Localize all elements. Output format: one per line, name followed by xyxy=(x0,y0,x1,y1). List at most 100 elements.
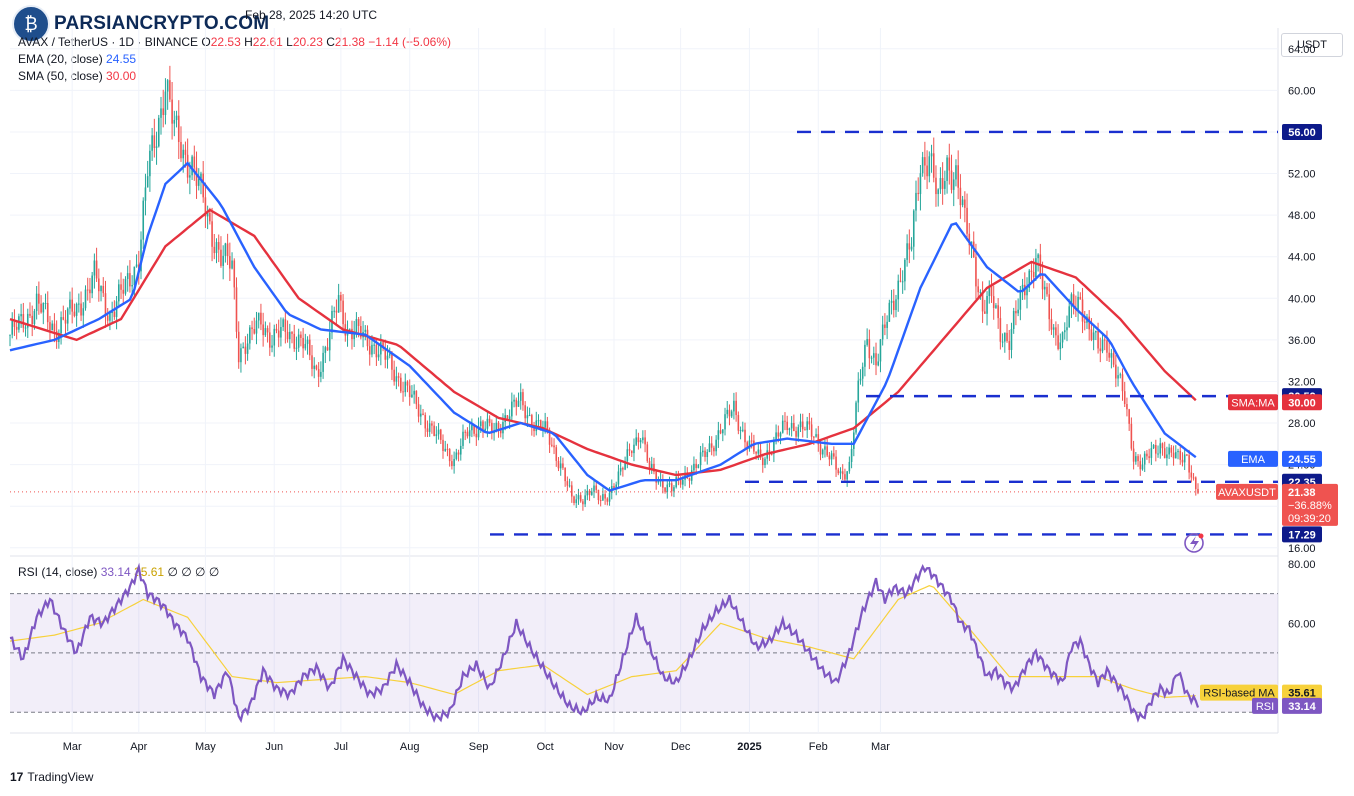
candle-body xyxy=(835,456,837,470)
candle-body xyxy=(408,385,411,398)
time-tick-label: Sep xyxy=(469,741,489,753)
candle-body xyxy=(655,471,657,483)
candle-body xyxy=(275,328,278,331)
candle-body xyxy=(764,458,766,466)
candle-body xyxy=(670,483,673,492)
candle-body xyxy=(564,467,566,482)
candle-body xyxy=(531,415,533,428)
candle-body xyxy=(111,311,113,313)
candle-body xyxy=(1177,450,1179,453)
candle-body xyxy=(633,444,635,454)
candle-body xyxy=(977,286,979,293)
symbol-label[interactable]: AVAX / TetherUS · 1D · BINANCE xyxy=(18,35,199,49)
candle-body xyxy=(746,442,749,450)
candle-body xyxy=(342,300,344,325)
candle-body xyxy=(544,421,546,428)
candle-body xyxy=(568,485,571,487)
candle-body xyxy=(679,478,682,485)
candle-body xyxy=(853,432,855,449)
candle-body xyxy=(695,463,697,469)
candle-body xyxy=(237,331,240,363)
candle-body xyxy=(13,320,16,327)
candle-body xyxy=(315,365,318,370)
candle-body xyxy=(337,295,340,313)
candle-body xyxy=(1163,448,1166,459)
rsi-tag-value: 35.61 xyxy=(1288,688,1316,700)
candle-body xyxy=(904,259,906,282)
candle-body xyxy=(102,285,105,294)
price-tick-label: 52.00 xyxy=(1288,169,1316,181)
candle-body xyxy=(682,479,684,485)
candle-body xyxy=(302,337,304,349)
candle-body xyxy=(75,303,78,316)
candle-body xyxy=(1030,270,1033,272)
time-tick-label: Aug xyxy=(400,741,420,753)
indicator-tag-name: SMA:MA xyxy=(1231,397,1275,409)
candle-body xyxy=(717,430,720,440)
candle-body xyxy=(42,303,45,313)
timestamp: Feb 28, 2025 14:20 UTC xyxy=(245,8,378,22)
candle-body xyxy=(24,327,27,329)
rsi-tag-value: 33.14 xyxy=(1288,701,1316,713)
candle-body xyxy=(872,353,875,358)
candle-body xyxy=(1070,294,1073,307)
candle-body xyxy=(71,299,73,312)
candle-body xyxy=(431,423,433,426)
candle-body xyxy=(866,339,868,345)
candle-body xyxy=(246,343,249,354)
candle-body xyxy=(1117,375,1119,379)
candle-body xyxy=(313,365,316,369)
tradingview-brand[interactable]: 17 TradingView xyxy=(10,770,93,784)
candle-body xyxy=(202,173,204,198)
candle-body xyxy=(142,200,145,240)
candle-body xyxy=(135,264,138,267)
candle-body xyxy=(757,449,760,454)
candle-body xyxy=(162,108,165,116)
sma-legend[interactable]: SMA (50, close) 30.00 xyxy=(18,69,136,83)
candle-body xyxy=(575,499,578,504)
rsi-legend-value: 33.14 xyxy=(100,565,131,579)
candle-body xyxy=(255,320,258,334)
candle-body xyxy=(288,331,291,340)
ema-legend[interactable]: EMA (20, close) 24.55 xyxy=(18,52,136,66)
candle-body xyxy=(804,429,806,431)
candle-body xyxy=(886,321,888,328)
candle-body xyxy=(926,165,928,177)
rsi-tag-name: RSI xyxy=(1256,701,1274,713)
candle-body xyxy=(189,175,191,178)
candle-body xyxy=(833,453,835,457)
rsi-legend[interactable]: RSI (14, close) 33.14 35.61 ∅ ∅ ∅ ∅ xyxy=(18,565,219,579)
candle-body xyxy=(1139,461,1142,470)
indicator-value-tag xyxy=(1282,450,1322,467)
candle-body xyxy=(984,311,986,314)
candle-body xyxy=(924,157,926,166)
candle-body xyxy=(373,344,375,346)
indicator-tag-name: EMA xyxy=(1241,454,1266,466)
candle-body xyxy=(224,243,227,256)
candle-body xyxy=(29,313,31,316)
candle-body xyxy=(1006,332,1008,342)
candle-body xyxy=(646,444,649,462)
candle-body xyxy=(910,246,913,250)
candle-body xyxy=(981,291,984,312)
candle-body xyxy=(78,303,80,305)
candle-body xyxy=(1012,310,1015,330)
candle-body xyxy=(466,431,469,437)
candle-body xyxy=(673,487,675,492)
candle-body xyxy=(109,312,111,321)
candle-body xyxy=(46,302,49,323)
candle-body xyxy=(173,120,176,124)
candle-body xyxy=(240,348,242,363)
candle-body xyxy=(912,210,915,247)
candle-body xyxy=(455,452,458,459)
candle-body xyxy=(253,329,256,334)
candle-body xyxy=(748,440,751,450)
candle-body xyxy=(957,165,959,188)
candle-body xyxy=(464,431,467,433)
candle-body xyxy=(650,463,653,469)
candle-body xyxy=(841,471,844,475)
currency-button[interactable]: USDT xyxy=(1281,33,1343,57)
candle-body xyxy=(664,487,666,492)
candle-body xyxy=(1008,341,1011,350)
